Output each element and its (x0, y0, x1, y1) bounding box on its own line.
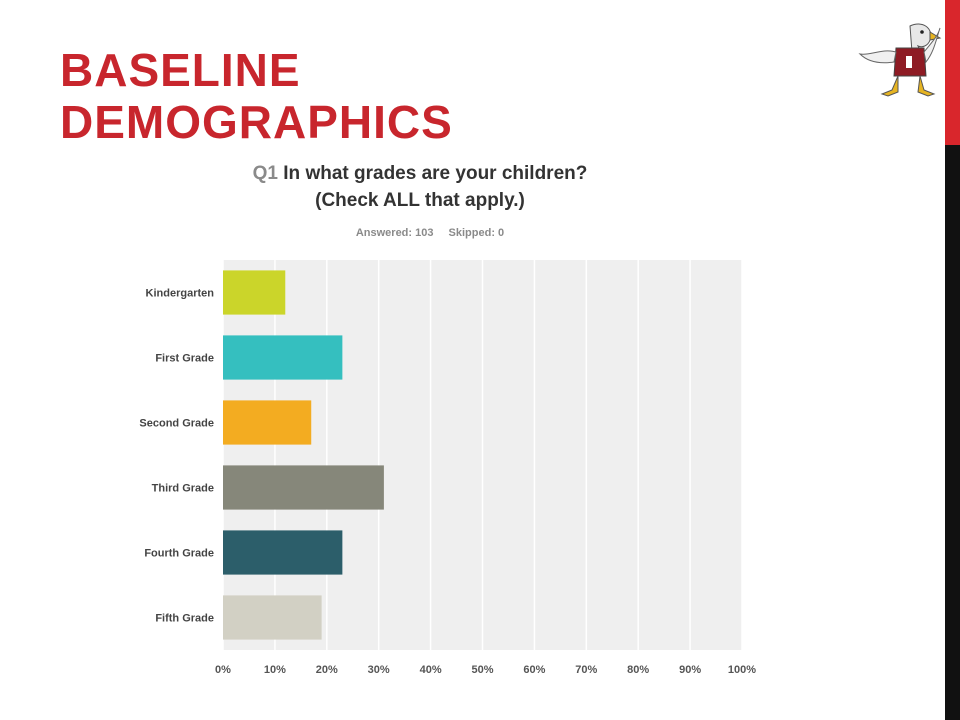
bar (223, 530, 343, 575)
x-tick-label: 100% (728, 664, 756, 676)
bar (223, 465, 384, 510)
x-tick-label: 60% (523, 664, 545, 676)
side-bar (945, 0, 960, 720)
category-label: First Grade (155, 353, 214, 365)
bar (223, 400, 312, 445)
x-tick-label: 0% (215, 664, 231, 676)
bar (223, 270, 286, 315)
question-line1: In what grades are your children? (283, 163, 588, 184)
category-label: Fifth Grade (155, 613, 214, 625)
x-tick-label: 70% (575, 664, 597, 676)
side-bar-accent (945, 0, 960, 145)
slide-title-line2: DEMOGRAPHICS (60, 96, 453, 148)
skipped-count: Skipped: 0 (448, 227, 505, 239)
question-number: Q1 (252, 163, 278, 184)
x-tick-label: 80% (627, 664, 649, 676)
x-tick-label: 30% (368, 664, 390, 676)
category-label: Second Grade (139, 418, 214, 430)
answered-count: Answered: 103 (355, 227, 434, 239)
category-label: Third Grade (152, 483, 214, 495)
response-counts: Answered: 103 Skipped: 0 (300, 227, 560, 239)
bar (223, 595, 322, 640)
x-tick-label: 90% (679, 664, 701, 676)
x-tick-label: 10% (264, 664, 286, 676)
category-label: Kindergarten (146, 288, 215, 300)
x-tick-label: 20% (316, 664, 338, 676)
question-title: Q1 In what grades are your children? (Ch… (180, 160, 660, 214)
question-line2: (Check ALL that apply.) (315, 190, 525, 211)
category-label: Fourth Grade (144, 548, 214, 560)
slide-title-line1: BASELINE (60, 44, 301, 96)
x-tick-label: 40% (420, 664, 442, 676)
eagle-mascot-icon (858, 23, 942, 97)
bar (223, 335, 343, 380)
x-tick-label: 50% (471, 664, 493, 676)
slide-title: BASELINE DEMOGRAPHICS (60, 44, 453, 148)
